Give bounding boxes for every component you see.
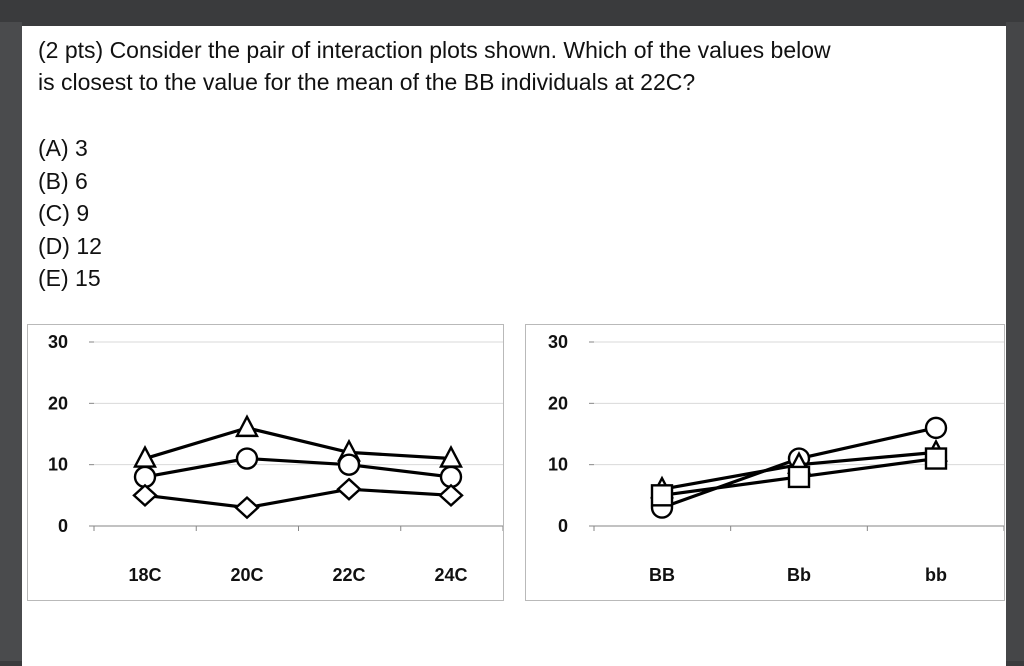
geno-chart-ytick-label: 0	[558, 516, 568, 536]
temp-chart-ytick-label: 20	[48, 393, 68, 413]
window-top-bar	[0, 0, 1024, 22]
temp-chart-ytick-label: 10	[48, 455, 68, 475]
temp-chart-diamond-point	[132, 483, 158, 507]
geno-chart-ytick-label: 30	[548, 332, 568, 352]
temperature-chart-svg: 30 20 10 0 18C 20C 22C 24C	[48, 332, 504, 585]
temp-chart-ytick-label: 0	[58, 516, 68, 536]
temp-chart-diamond-point	[234, 495, 260, 520]
geno-chart-category-label: Bb	[787, 565, 811, 585]
geno-chart-square-point	[924, 447, 948, 470]
temp-chart-category-label: 18C	[128, 565, 161, 585]
question-line-2: is closest to the value for the mean of …	[38, 69, 696, 95]
geno-chart-circle-point	[924, 416, 948, 440]
geno-chart-ytick-label: 20	[548, 393, 568, 413]
temp-chart-category-label: 22C	[332, 565, 365, 585]
temp-chart-circle-point	[337, 453, 361, 476]
temperature-interaction-chart: 30 20 10 0 18C 20C 22C 24C	[27, 324, 504, 601]
temp-chart-series-triangle-line	[144, 426, 452, 461]
question-text: (2 pts) Consider the pair of interaction…	[38, 34, 998, 98]
answer-options: (A) 3 (B) 6 (C) 9 (D) 12 (E) 15	[38, 132, 102, 295]
temp-chart-category-label: 20C	[230, 565, 263, 585]
temp-chart-diamond-point	[438, 483, 464, 507]
option-e: (E) 15	[38, 265, 101, 292]
option-c: (C) 9	[38, 200, 90, 227]
temp-chart-category-label: 24C	[434, 565, 467, 585]
geno-chart-ytick-label: 10	[548, 455, 568, 475]
temp-chart-series-diamond-line	[144, 487, 452, 510]
genotype-chart-svg: 30 20 10 0 BB Bb bb	[548, 332, 1005, 585]
right-scroll-edge	[1006, 22, 1024, 661]
temp-chart-diamond-point	[336, 477, 362, 501]
option-d: (D) 12	[38, 232, 102, 259]
temp-chart-triangle-point	[235, 414, 259, 438]
genotype-interaction-chart: 30 20 10 0 BB Bb bb	[525, 324, 1005, 601]
temp-chart-series-circle-line	[144, 456, 452, 479]
geno-chart-category-label: BB	[649, 565, 675, 585]
question-line-1: (2 pts) Consider the pair of interaction…	[38, 37, 831, 63]
option-b: (B) 6	[38, 167, 88, 194]
left-margin	[0, 22, 22, 661]
temp-chart-ytick-label: 30	[48, 332, 68, 352]
option-a: (A) 3	[38, 135, 88, 161]
geno-chart-square-point	[787, 465, 811, 489]
geno-chart-square-point	[650, 484, 674, 507]
temp-chart-circle-point	[235, 447, 259, 470]
geno-chart-category-label: bb	[925, 565, 947, 585]
